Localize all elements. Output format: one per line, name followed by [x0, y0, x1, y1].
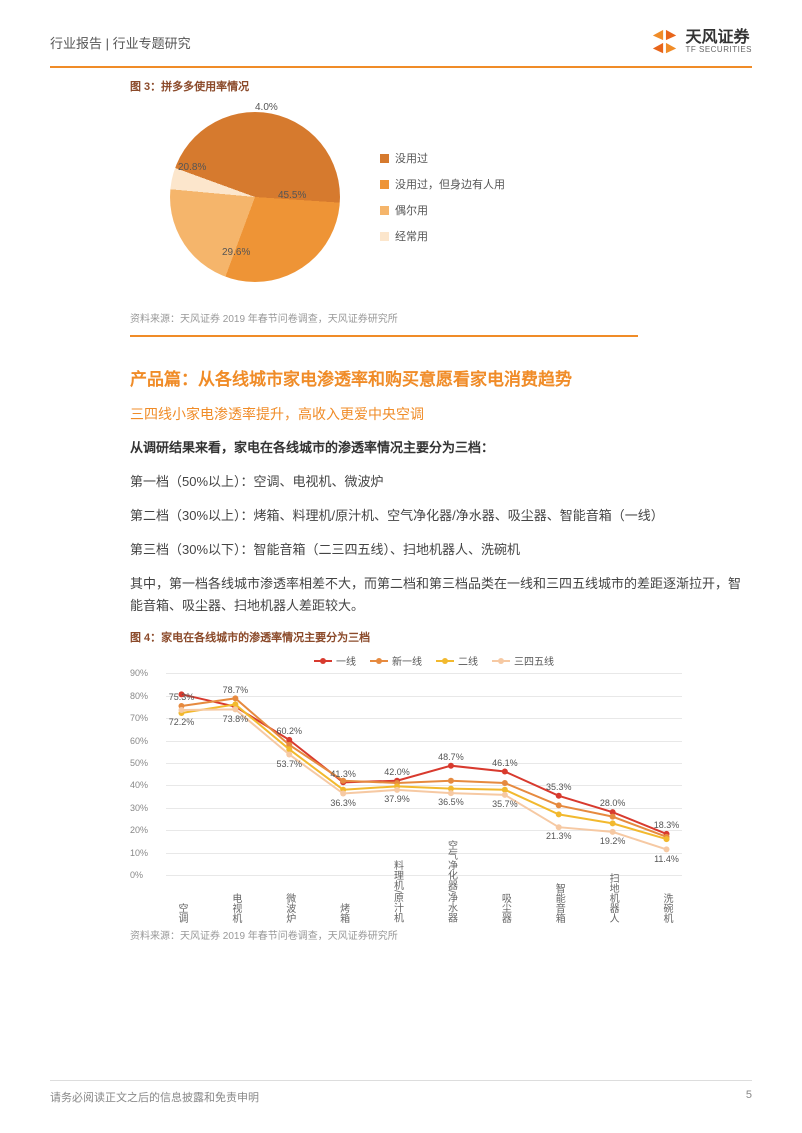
- fig4-chart: 0%10%20%30%40%50%60%70%80%90%空调电视机微波炉烤箱料…: [130, 653, 690, 923]
- section-rule: [130, 335, 638, 337]
- legend-item: 一线: [314, 653, 356, 668]
- legend-swatch: [380, 232, 389, 241]
- logo-icon: [651, 28, 679, 56]
- x-tick: 料理机/原汁机: [390, 860, 405, 923]
- legend-label: 一线: [336, 653, 356, 668]
- breadcrumb: 行业报告 | 行业专题研究: [50, 33, 191, 52]
- legend-marker: [370, 660, 388, 662]
- footer: 请务必阅读正文之后的信息披露和免责申明 5: [50, 1080, 752, 1105]
- legend-swatch: [380, 206, 389, 215]
- data-label: 36.3%: [330, 798, 356, 808]
- x-tick: 扫地机器人: [605, 873, 620, 923]
- legend-item: 三四五线: [492, 653, 554, 668]
- legend-marker: [436, 660, 454, 662]
- legend-item: 偶尔用: [380, 202, 505, 218]
- legend-item: 新一线: [370, 653, 422, 668]
- x-tick: 微波炉: [282, 893, 297, 923]
- legend-label: 新一线: [392, 653, 422, 668]
- para-bold: 从调研结果来看，家电在各线城市的渗透率情况主要分为三档：: [130, 438, 752, 459]
- data-label: 75.3%: [169, 692, 195, 702]
- legend-label: 没用过，但身边有人用: [395, 176, 505, 192]
- data-label: 35.7%: [492, 799, 518, 809]
- x-tick: 烤箱: [336, 903, 351, 923]
- data-label: 28.0%: [600, 798, 626, 808]
- fig4-title: 图 4：家电在各线城市的渗透率情况主要分为三档: [130, 629, 752, 645]
- legend-label: 没用过: [395, 150, 428, 166]
- data-label: 37.9%: [384, 794, 410, 804]
- fig4-source: 资料来源：天风证券 2019 年春节问卷调查，天风证券研究所: [130, 927, 752, 948]
- logo-text-en: TF SECURITIES: [685, 46, 752, 54]
- x-tick: 空气净化器/净水器: [443, 840, 458, 923]
- data-label: 73.8%: [223, 714, 249, 724]
- pie-slice-label: 29.6%: [222, 247, 250, 258]
- legend-marker: [314, 660, 332, 662]
- para-4: 其中，第一档各线城市渗透率相差不大，而第二档和第三档品类在一线和三四五线城市的差…: [130, 573, 752, 617]
- fig3-chart: 45.5% 29.6% 20.8% 4.0% 没用过没用过，但身边有人用偶尔用经常用: [130, 102, 752, 292]
- legend-label: 二线: [458, 653, 478, 668]
- heading-1: 产品篇：从各线城市家电渗透率和购买意愿看家电消费趋势: [130, 365, 752, 390]
- data-label: 78.7%: [223, 685, 249, 695]
- data-label: 42.0%: [384, 767, 410, 777]
- data-label: 18.3%: [654, 820, 680, 830]
- data-label: 36.5%: [438, 797, 464, 807]
- line-legend: 一线 新一线 二线 三四五线: [314, 653, 554, 668]
- legend-item: 没用过，但身边有人用: [380, 176, 505, 192]
- data-label: 53.7%: [277, 759, 303, 769]
- legend-label: 偶尔用: [395, 202, 428, 218]
- fig3-source: 资料来源：天风证券 2019 年春节问卷调查，天风证券研究所: [130, 310, 752, 331]
- data-label: 41.3%: [330, 769, 356, 779]
- pie-slice-label: 20.8%: [178, 162, 206, 173]
- page-number: 5: [746, 1089, 752, 1105]
- para-1: 第一档（50%以上）：空调、电视机、微波炉: [130, 471, 752, 493]
- data-label: 35.3%: [546, 782, 572, 792]
- legend-label: 经常用: [395, 228, 428, 244]
- data-label: 72.2%: [169, 717, 195, 727]
- pie-slice-label: 45.5%: [278, 190, 306, 201]
- pie-slice-label: 4.0%: [255, 102, 278, 113]
- logo: 天风证券 TF SECURITIES: [651, 28, 752, 56]
- x-tick: 电视机: [228, 893, 243, 923]
- para-2: 第二档（30%以上）：烤箱、料理机/原汁机、空气净化器/净水器、吸尘器、智能音箱…: [130, 505, 752, 527]
- legend-label: 三四五线: [514, 653, 554, 668]
- legend-swatch: [380, 180, 389, 189]
- data-label: 21.3%: [546, 831, 572, 841]
- data-label: 46.1%: [492, 758, 518, 768]
- data-label: 60.2%: [277, 726, 303, 736]
- para-3: 第三档（30%以下）：智能音箱（二三四五线）、扫地机器人、洗碗机: [130, 539, 752, 561]
- x-tick: 洗碗机: [659, 893, 674, 923]
- data-label: 19.2%: [600, 836, 626, 846]
- x-tick: 智能音箱: [551, 883, 566, 923]
- legend-marker: [492, 660, 510, 662]
- legend-swatch: [380, 154, 389, 163]
- x-tick: 空调: [174, 903, 189, 923]
- data-label: 48.7%: [438, 752, 464, 762]
- pie-chart: [170, 112, 340, 282]
- footer-disclaimer: 请务必阅读正文之后的信息披露和免责申明: [50, 1089, 259, 1105]
- legend-item: 二线: [436, 653, 478, 668]
- x-tick: 吸尘器: [497, 893, 512, 923]
- legend-item: 经常用: [380, 228, 505, 244]
- legend-item: 没用过: [380, 150, 505, 166]
- fig3-title: 图 3：拼多多使用率情况: [130, 78, 752, 94]
- logo-text-cn: 天风证券: [685, 30, 752, 46]
- data-label: 11.4%: [654, 854, 679, 864]
- heading-2: 三四线小家电渗透率提升，高收入更爱中央空调: [130, 404, 752, 424]
